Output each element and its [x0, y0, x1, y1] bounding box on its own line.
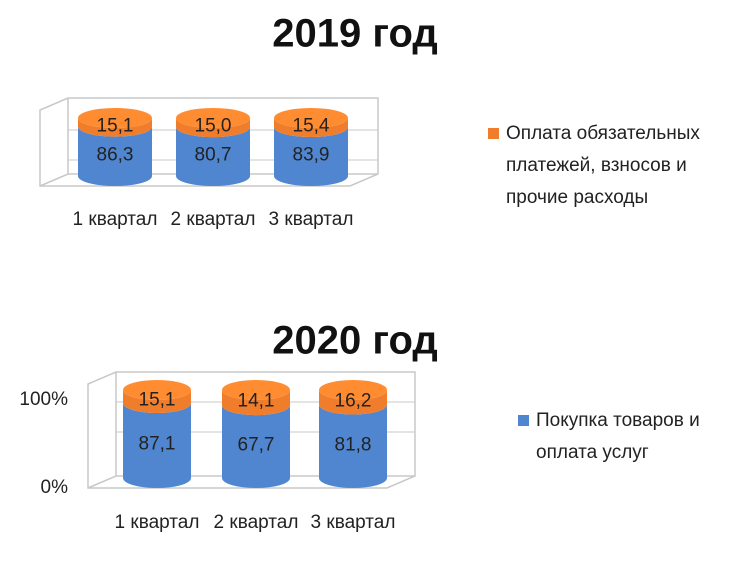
x-tick-label: 1 квартал: [114, 512, 200, 533]
frame: [87, 371, 416, 489]
legend-label: Оплата обязательных платежей, взносов и …: [506, 123, 700, 208]
value-label: 86,3: [97, 144, 134, 165]
bar-segment: [176, 127, 250, 186]
bar-segment: [274, 126, 348, 186]
bar-segment: [319, 404, 387, 488]
cylinder-top: [176, 108, 250, 128]
chart-title: 2020 год: [272, 319, 438, 363]
y-tick-label: 100%: [19, 389, 68, 410]
value-label: 16,2: [335, 390, 372, 411]
value-label: 15,1: [97, 115, 134, 136]
value-label: 83,9: [293, 145, 330, 166]
legend-swatch: [518, 415, 529, 426]
bar-segment: [222, 405, 290, 488]
value-label: 80,7: [195, 145, 232, 166]
bar-segment: [319, 390, 387, 415]
cylinder-top: [274, 108, 348, 128]
value-label: 81,8: [335, 434, 372, 455]
x-tick-label: 2 квартал: [213, 512, 299, 533]
bar-segment: [222, 390, 290, 416]
bar-segment: [123, 390, 191, 414]
value-label: 15,4: [293, 116, 330, 137]
cylinder-top: [123, 380, 191, 400]
chart-title: 2019 год: [272, 12, 438, 56]
value-label: 67,7: [238, 435, 275, 456]
bar-segment: [176, 118, 250, 138]
bar-segment: [78, 126, 152, 186]
legend-swatch: [488, 128, 499, 139]
value-label: 14,1: [238, 391, 275, 412]
cylinder-top: [222, 380, 290, 400]
value-label: 87,1: [139, 434, 176, 455]
x-tick-label: 2 квартал: [170, 209, 256, 230]
cylinder-top: [319, 380, 387, 400]
y-tick-label: 0%: [41, 477, 69, 498]
bar-segment: [274, 118, 348, 137]
x-tick-label: 3 квартал: [268, 209, 354, 230]
cylinder-top: [78, 108, 152, 128]
legend-label: Покупка товаров и оплата услуг: [536, 410, 700, 463]
value-label: 15,1: [139, 390, 176, 411]
bar-segment: [78, 118, 152, 137]
bar-segment: [123, 403, 191, 488]
x-tick-label: 3 квартал: [310, 512, 396, 533]
x-tick-label: 1 квартал: [72, 209, 158, 230]
value-label: 15,0: [195, 116, 232, 137]
